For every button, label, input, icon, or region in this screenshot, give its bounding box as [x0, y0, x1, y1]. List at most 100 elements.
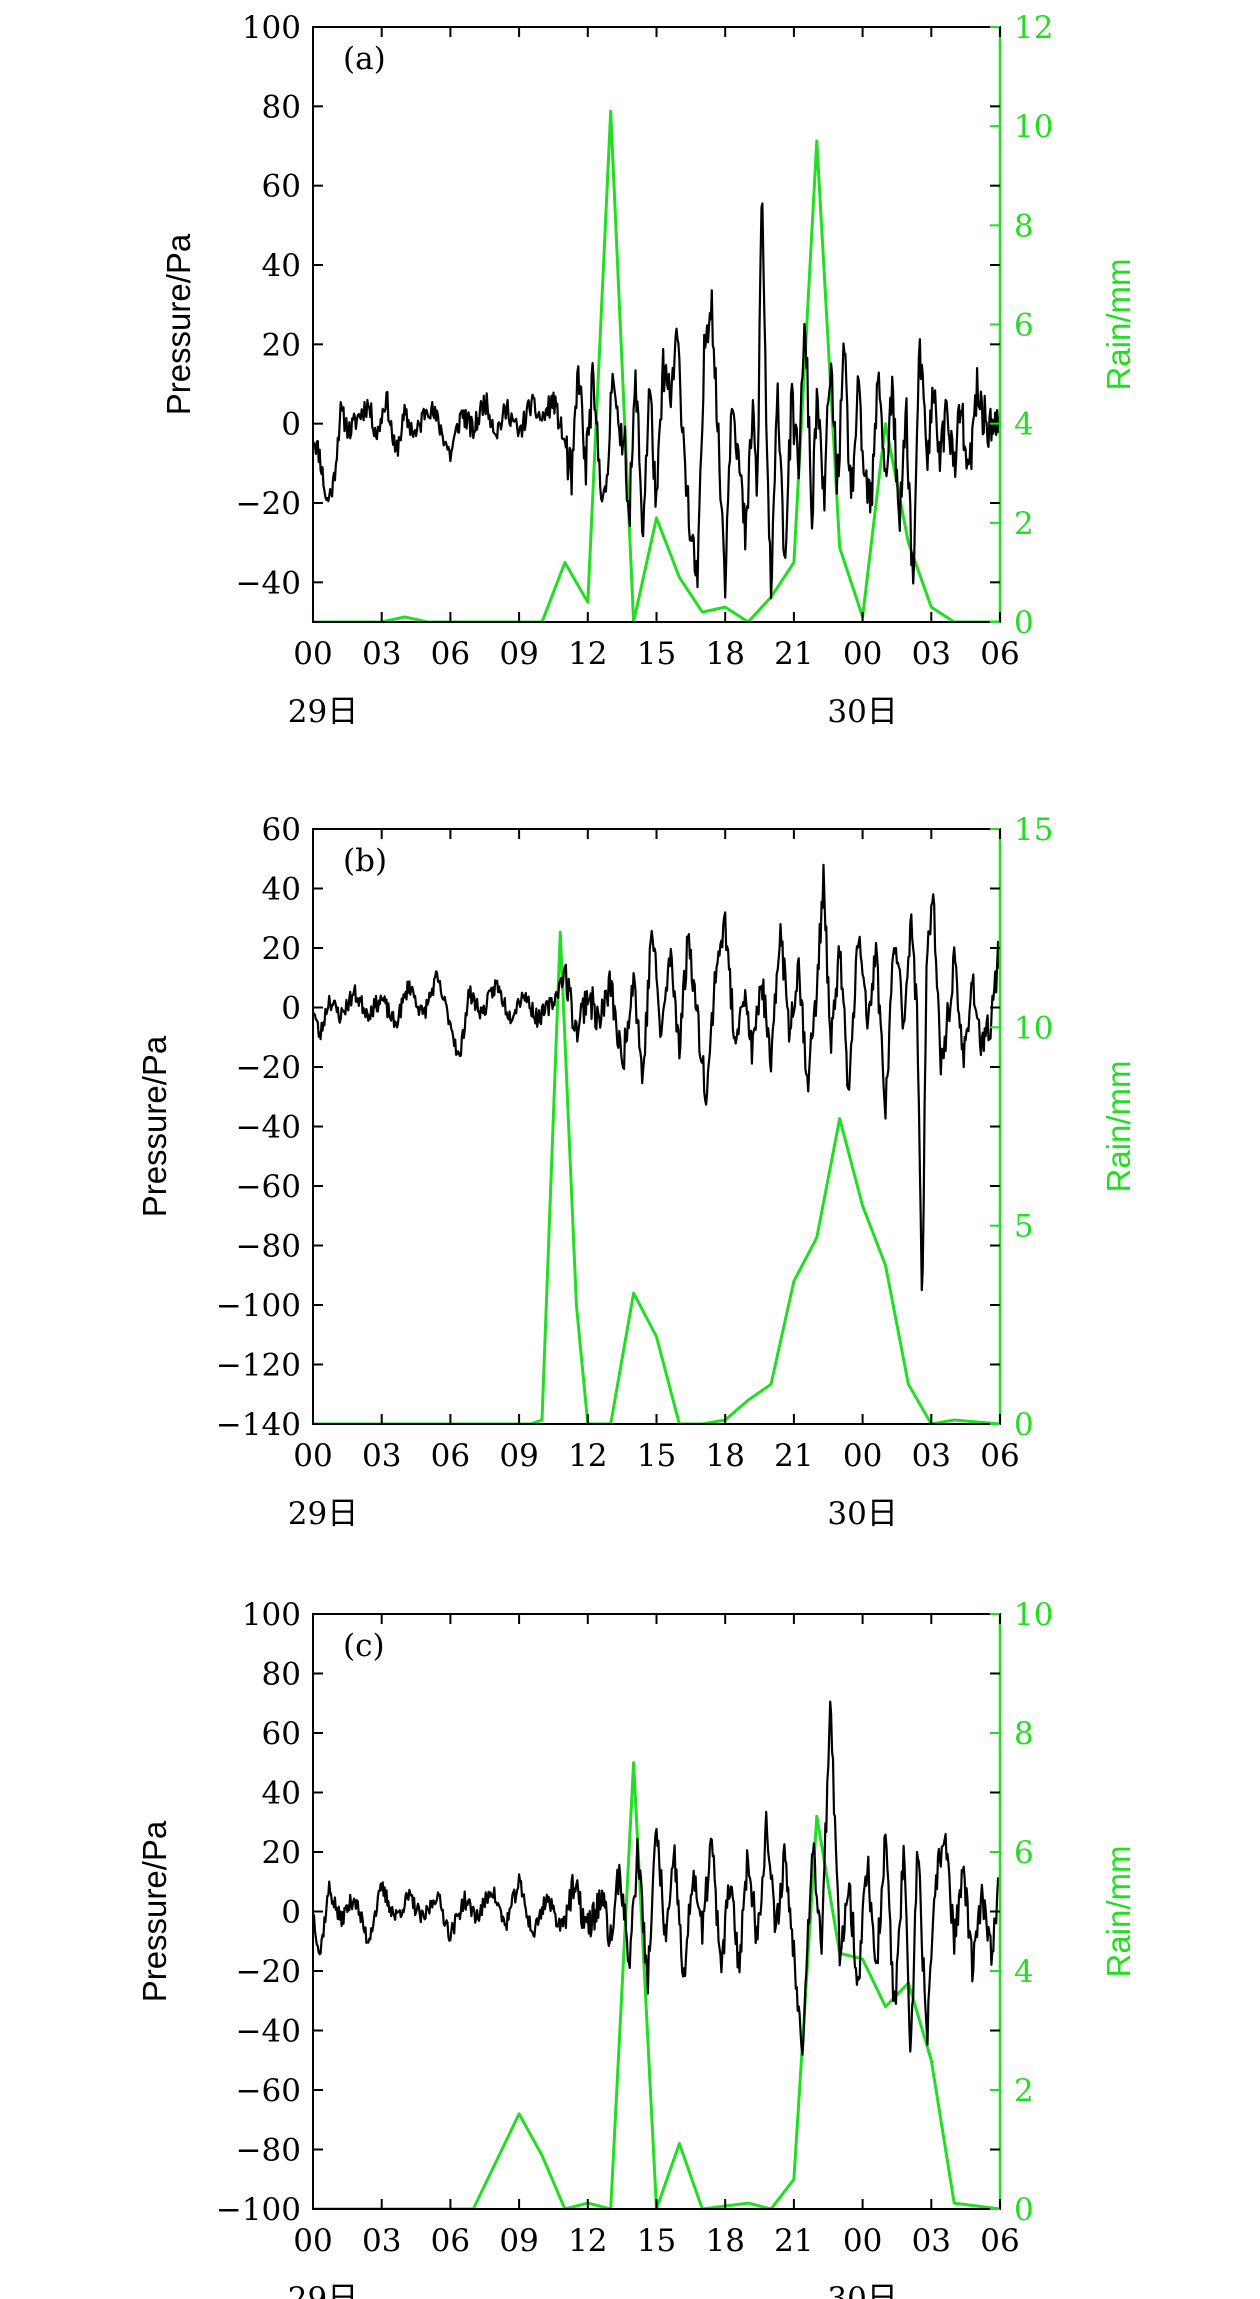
x-tick-label: 06: [980, 2223, 1019, 2259]
left-tick-label: 100: [242, 1597, 301, 1633]
x-tick-label: 12: [568, 2223, 607, 2259]
x-tick-label: 12: [568, 636, 607, 672]
right-tick-label: 0: [1014, 1407, 1034, 1443]
rain-line: [313, 109, 1000, 622]
left-tick-label: −100: [216, 1288, 301, 1324]
left-tick-label: 0: [281, 1895, 301, 1931]
right-tick-label: 12: [1014, 10, 1053, 46]
left-tick-label: 60: [262, 1716, 301, 1752]
right-tick-label: 15: [1014, 812, 1053, 848]
panel-label: (b): [343, 843, 387, 879]
pressure-line: [313, 202, 1000, 600]
x-tick-label: 00: [843, 636, 882, 672]
right-tick-label: 4: [1014, 407, 1034, 443]
left-tick-label: 40: [262, 248, 301, 284]
left-tick-label: −140: [216, 1407, 301, 1443]
x-tick-label: 03: [912, 1438, 951, 1474]
x-tick-label: 09: [499, 636, 538, 672]
date-label-29: 29日: [288, 1496, 358, 1532]
left-tick-label: −20: [236, 1050, 301, 1086]
panel-label: (c): [343, 1628, 385, 1664]
x-tick-label: 03: [912, 2223, 951, 2259]
right-tick-label: 4: [1014, 1954, 1034, 1990]
x-tick-label: 15: [637, 2223, 676, 2259]
left-tick-label: −80: [236, 2133, 301, 2169]
pressure-line: [313, 1700, 1000, 2056]
date-label-29: 29日: [288, 2281, 358, 2299]
right-tick-label: 8: [1014, 1716, 1034, 1752]
right-tick-label: 8: [1014, 208, 1034, 244]
x-tick-label: 00: [293, 1438, 332, 1474]
x-tick-label: 09: [499, 1438, 538, 1474]
x-tick-label: 00: [843, 1438, 882, 1474]
right-tick-label: 10: [1014, 1010, 1053, 1046]
x-tick-label: 06: [431, 1438, 470, 1474]
left-axis-title: Pressure/Pa: [136, 1035, 173, 1217]
left-tick-label: 40: [262, 872, 301, 908]
pressure-line: [313, 863, 1000, 1292]
left-tick-label: 60: [262, 169, 301, 205]
left-tick-label: 60: [262, 812, 301, 848]
left-tick-label: 80: [262, 89, 301, 125]
left-tick-label: 100: [242, 10, 301, 46]
x-tick-label: 21: [774, 1438, 813, 1474]
x-tick-label: 18: [705, 636, 744, 672]
left-axis-title: Pressure/Pa: [160, 233, 197, 415]
left-tick-label: −40: [236, 565, 301, 601]
right-tick-label: 2: [1014, 506, 1034, 542]
x-tick-label: 15: [637, 1438, 676, 1474]
x-tick-label: 18: [705, 1438, 744, 1474]
left-tick-label: 0: [281, 407, 301, 443]
x-tick-label: 09: [499, 2223, 538, 2259]
x-tick-label: 06: [431, 636, 470, 672]
x-tick-label: 00: [293, 2223, 332, 2259]
panel-label: (a): [343, 41, 386, 77]
x-tick-label: 21: [774, 636, 813, 672]
x-tick-label: 06: [980, 1438, 1019, 1474]
right-tick-label: 0: [1014, 2192, 1034, 2228]
date-label-30: 30日: [827, 2281, 897, 2299]
left-tick-label: −20: [236, 1954, 301, 1990]
date-label-30: 30日: [827, 1496, 897, 1532]
left-axis-title: Pressure/Pa: [136, 1820, 173, 2002]
right-axis-title: Rain/mm: [1100, 1060, 1137, 1192]
x-tick-label: 03: [362, 636, 401, 672]
right-axis-title: Rain/mm: [1100, 1845, 1137, 1977]
left-tick-label: −120: [216, 1348, 301, 1384]
x-tick-label: 15: [637, 636, 676, 672]
plot-frame: [312, 26, 1001, 623]
left-tick-label: −40: [236, 2014, 301, 2050]
date-label-30: 30日: [827, 694, 897, 730]
left-tick-label: 20: [262, 327, 301, 363]
left-tick-label: 0: [281, 991, 301, 1027]
left-tick-label: 20: [262, 931, 301, 967]
panel-b: −140 −120 −100 −80 −60 −40 −20 0 20 40 60 0 5 10 15 00 0…: [136, 812, 1137, 1532]
left-tick-label: 20: [262, 1835, 301, 1871]
right-tick-label: 2: [1014, 2073, 1034, 2109]
x-tick-label: 12: [568, 1438, 607, 1474]
x-tick-label: 03: [912, 636, 951, 672]
left-tick-label: −40: [236, 1110, 301, 1146]
right-tick-label: 0: [1014, 605, 1034, 641]
x-tick-label: 06: [431, 2223, 470, 2259]
x-tick-label: 06: [980, 636, 1019, 672]
left-tick-label: −80: [236, 1229, 301, 1265]
right-tick-label: 5: [1014, 1209, 1034, 1245]
right-tick-label: 10: [1014, 109, 1053, 145]
x-tick-label: 00: [293, 636, 332, 672]
x-tick-label: 03: [362, 1438, 401, 1474]
x-tick-label: 21: [774, 2223, 813, 2259]
right-tick-label: 6: [1014, 308, 1034, 344]
left-tick-label: −100: [216, 2192, 301, 2228]
x-tick-label: 18: [705, 2223, 744, 2259]
date-label-29: 29日: [288, 694, 358, 730]
right-axis-title: Rain/mm: [1100, 258, 1137, 390]
right-tick-label: 6: [1014, 1835, 1034, 1871]
left-tick-label: 80: [262, 1657, 301, 1693]
panel-a: −40 −20 0 20 40 60 80 100 0 2 4 6 8 10 12 00 03 06 09 12 15 1…: [160, 10, 1137, 730]
x-tick-label: 03: [362, 2223, 401, 2259]
x-tick-label: 00: [843, 2223, 882, 2259]
left-tick-label: −20: [236, 486, 301, 522]
